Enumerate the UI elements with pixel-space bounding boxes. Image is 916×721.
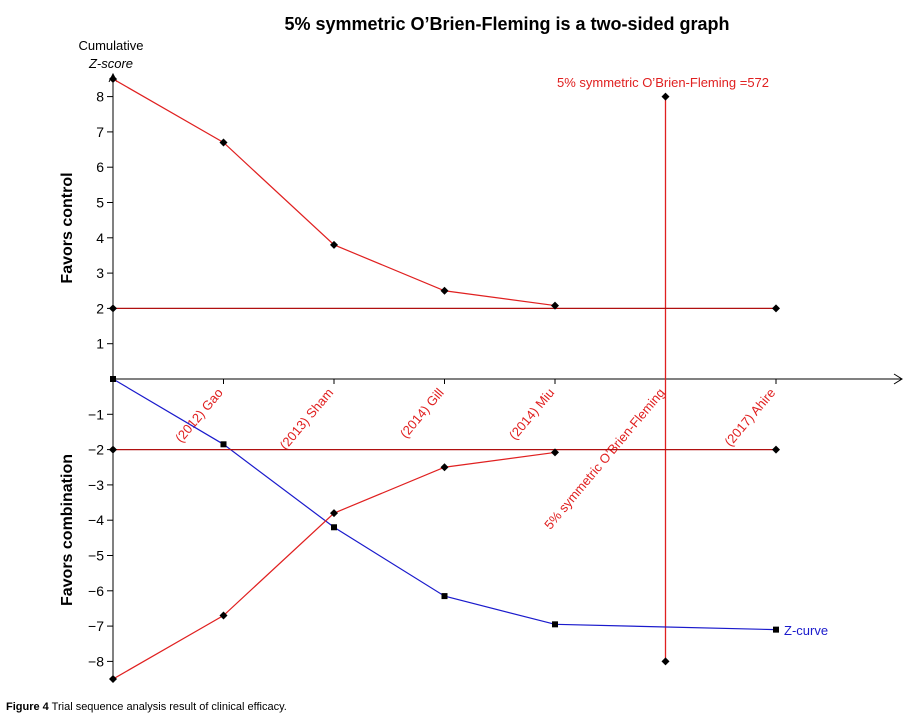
y-tick-label: 6 bbox=[96, 159, 104, 175]
y-tick-label: −8 bbox=[88, 653, 104, 669]
data-point-square bbox=[773, 626, 779, 633]
data-point-diamond bbox=[109, 445, 117, 454]
obf-endpoint-diamond bbox=[661, 92, 670, 101]
data-point-square bbox=[552, 621, 558, 628]
obf-boundary-label: 5% symmetric O’Brien-Fleming =572 bbox=[557, 75, 769, 90]
series-line bbox=[112, 451, 556, 680]
data-point-diamond bbox=[219, 611, 228, 620]
y-tick-label: 2 bbox=[96, 300, 104, 316]
y-tick-label: −3 bbox=[88, 477, 104, 493]
y-axis-title-line1: Cumulative bbox=[78, 38, 143, 53]
data-point-diamond bbox=[440, 286, 449, 295]
y-axis-title-line2: Z-score bbox=[88, 56, 133, 71]
series-line bbox=[112, 378, 777, 631]
y-tick-label: −4 bbox=[88, 512, 104, 528]
figure-caption-label: Figure 4 bbox=[6, 701, 49, 713]
y-tick-label: 4 bbox=[96, 230, 104, 246]
y-tick-label: 1 bbox=[96, 336, 104, 352]
data-point-diamond bbox=[772, 304, 780, 313]
data-point-diamond bbox=[551, 301, 559, 310]
axes bbox=[108, 72, 903, 680]
x-category-label: (2014) Miu bbox=[506, 385, 557, 442]
series-markers bbox=[109, 74, 780, 684]
y-tick-label: 3 bbox=[96, 265, 104, 281]
data-point-diamond bbox=[109, 74, 117, 83]
series-line bbox=[112, 78, 556, 307]
y-label-favors-control: Favors control bbox=[59, 172, 76, 283]
y-label-favors-combination: Favors combination bbox=[59, 454, 76, 606]
data-point-square bbox=[441, 593, 448, 600]
data-point-diamond bbox=[330, 240, 338, 249]
figure-caption: Figure 4 Trial sequence analysis result … bbox=[6, 701, 287, 713]
x-category-label: (2017) Ahire bbox=[721, 385, 778, 449]
y-tick-label: −5 bbox=[88, 548, 104, 564]
data-point-square bbox=[220, 441, 227, 448]
data-point-diamond bbox=[772, 445, 780, 454]
y-ticks: 8 7 6 5 4 3 2 1 −1 −2 −3 −4 −5 −6 −7 −8 bbox=[88, 89, 113, 669]
y-tick-label: 5 bbox=[96, 195, 104, 211]
data-point-diamond bbox=[219, 138, 228, 147]
tsa-chart: 5% symmetric O’Brien-Fleming is a two-si… bbox=[59, 14, 903, 684]
z-curve-label: Z-curve bbox=[784, 623, 828, 638]
data-point-diamond bbox=[440, 463, 449, 472]
x-category-labels: (2012) Gao (2013) Sham (2014) Gill (2014) M… bbox=[172, 385, 778, 532]
data-point-diamond bbox=[109, 304, 117, 313]
figure-caption-text: Trial sequence analysis result of clinic… bbox=[51, 701, 287, 713]
y-tick-label: −2 bbox=[88, 442, 104, 458]
x-category-label: (2012) Gao bbox=[172, 385, 226, 445]
data-point-square bbox=[110, 376, 116, 382]
data-point-diamond bbox=[551, 448, 559, 457]
y-tick-label: −7 bbox=[88, 618, 104, 634]
x-category-label: (2014) Gill bbox=[397, 385, 447, 441]
y-tick-label: −1 bbox=[88, 406, 104, 422]
data-point-diamond bbox=[109, 675, 117, 684]
x-category-label: 5% symmetric O’Brien-Fleming bbox=[541, 385, 668, 532]
data-point-diamond bbox=[330, 509, 338, 518]
obf-endpoint-diamond bbox=[661, 657, 670, 666]
y-tick-label: 7 bbox=[96, 124, 104, 140]
y-tick-label: −6 bbox=[88, 583, 104, 599]
data-point-square bbox=[331, 524, 337, 531]
x-category-label: (2013) Sham bbox=[276, 385, 336, 452]
x-axis-arrow bbox=[893, 373, 903, 385]
y-tick-label: 8 bbox=[96, 89, 104, 105]
chart-title: 5% symmetric O’Brien-Fleming is a two-si… bbox=[284, 14, 729, 34]
